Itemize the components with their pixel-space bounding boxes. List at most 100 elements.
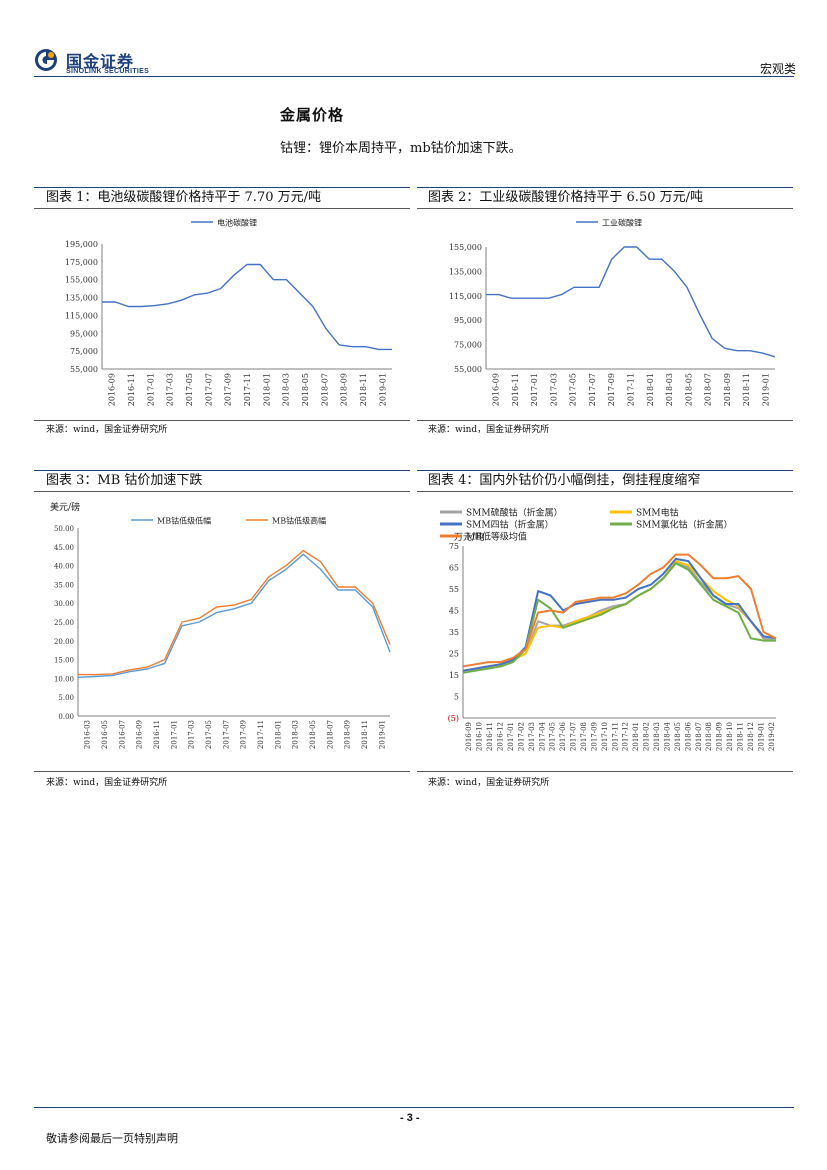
figure-2-source: 来源：wind，国金证券研究所 [428,425,550,435]
logo-subtext: SINOLINK SECURITIES [66,68,150,75]
x-tick-label: 2018-09 [723,373,732,406]
x-tick-label: 2016-05 [101,720,109,749]
figure-4-title-rule [417,491,793,492]
x-tick-label: 2018-11 [359,373,368,406]
x-tick-label: 2018-07 [695,722,703,751]
series-line-1 [102,263,392,351]
x-tick-label: 2018-05 [684,373,693,406]
x-tick-label: 2017-04 [538,721,546,751]
x-tick-label: 2016-03 [84,720,92,749]
x-tick-label: 2018-09 [340,373,349,406]
y-tick-label: 10.00 [54,675,74,683]
figure-2-bottom-rule [417,420,793,421]
x-tick-label: 2018-02 [643,722,651,751]
x-tick-label: 2017-11 [243,373,252,406]
figure-1-chart: 195,000 175,000 155,000 135,000 115,000 95,00… [65,218,392,406]
x-tick-label: 2017-11 [257,720,265,749]
x-tick-label: 2016-09 [108,373,117,406]
x-tick-label: 2017-03 [188,720,196,749]
y-tick-label: 45 [449,607,459,616]
x-tick-label: 2018-07 [326,720,334,749]
x-tick-label: 2017-08 [580,722,588,751]
y-tick-label: 155,000 [65,276,98,285]
x-tick-label: 2019-02 [768,722,776,751]
footer-disclaimer: 敬请参阅最后一页特别声明 [46,1132,178,1145]
section-title: 金属价格 [280,106,345,124]
legend-label: SMM四钴（折金属） [466,519,554,531]
x-tick-label: 2017-03 [549,373,558,406]
x-tick-label: 2018-07 [320,373,329,406]
y-tick-label: 0.00 [58,713,74,721]
figure-3-top-rule [34,470,410,471]
y-tick-label: 55,000 [454,365,482,374]
x-tick-label: 2018-11 [742,373,751,406]
y-tick-label: 75,000 [454,341,482,350]
x-tick-label: 2018-03 [292,720,300,749]
y-tick-label: 20.00 [54,638,74,646]
x-tick-label: 2016-11 [127,373,136,406]
x-tick-label: 2018-05 [309,720,317,749]
section-text: 钴锂：锂价本周持平，mb钴价加速下跌。 [280,141,522,156]
x-tick-label: 2018-09 [716,722,724,751]
y-tick-label: 25.00 [54,619,74,627]
x-tick-label: 2018-01 [274,720,282,749]
series-line-1 [462,562,777,672]
x-tick-label: 2017-11 [627,373,636,406]
x-tick-label: 2017-06 [559,721,567,751]
x-tick-label: 2018-01 [646,373,655,406]
figure-2-top-rule [417,187,793,188]
x-tick-label: 2016-11 [486,722,494,751]
x-tick-label: 2017-07 [570,722,578,751]
x-tick-label: 2018-03 [653,722,661,751]
page-number: - 3 - [400,1112,420,1124]
figure-3-title-rule [34,491,410,492]
y-tick-label: 115,000 [65,311,98,320]
y-tick-label: 15 [449,671,459,680]
series-line-1 [77,553,391,678]
x-tick-label: 2017-05 [205,720,213,749]
y-tick-label: 155,000 [449,243,482,252]
y-axis-label: 美元/磅 [50,501,80,513]
x-tick-label: 2019-01 [378,373,387,406]
figure-3-chart: 50.00 45.00 40.00 35.00 30.00 25.00 20.00 15.00… [50,501,391,749]
y-axis-label: 万元/吨 [454,531,484,543]
x-tick-label: 2017-05 [549,722,557,751]
x-tick-label: 2016-09 [136,720,144,749]
y-tick-label: 45.00 [54,544,74,552]
y-tick-label: 30.00 [54,600,74,608]
x-tick-label: 2017-03 [528,722,536,751]
x-tick-label: 2017-09 [590,722,598,751]
series-line-4 [462,562,776,674]
x-tick-label: 2018-09 [344,720,352,749]
series-line-2 [78,549,391,676]
legend-label: MB钴低级低幅 [157,516,211,526]
x-tick-label: 2017-10 [601,722,609,751]
figure-2-title-rule [417,208,793,209]
y-tick-label: (5) [448,714,459,723]
y-tick-label: 35.00 [54,581,74,589]
legend-label: 电池碳酸锂 [217,218,257,228]
figure-1-title: 图表 1：电池级碳酸锂价格持平于 7.70 万元/吨 [46,190,321,205]
y-tick-label: 115,000 [449,292,482,301]
x-tick-label: 2016-07 [118,720,126,749]
report-category: 宏观类 [760,62,797,76]
x-tick-label: 2017-07 [204,373,213,406]
x-tick-label: 2018-05 [674,722,682,751]
x-tick-label: 2017-05 [569,373,578,406]
y-tick-label: 55 [449,585,459,594]
legend-label: MB低等级均值 [466,531,527,543]
x-tick-label: 2018-12 [747,722,755,751]
legend-label: SMM氯化钴（折金属） [636,519,733,531]
x-tick-label: 2017-01 [146,373,155,406]
y-tick-label: 5.00 [58,694,74,702]
y-tick-label: 5 [454,693,459,702]
logo-icon [35,49,57,71]
x-tick-label: 2017-09 [224,373,233,406]
y-tick-label: 35 [449,628,459,637]
figure-1-top-rule [34,187,410,188]
x-tick-label: 2017-07 [222,720,230,749]
x-tick-label: 2018-01 [262,373,271,406]
x-tick-label: 2019-01 [757,722,765,751]
legend-label: SMM电钴 [636,507,679,519]
